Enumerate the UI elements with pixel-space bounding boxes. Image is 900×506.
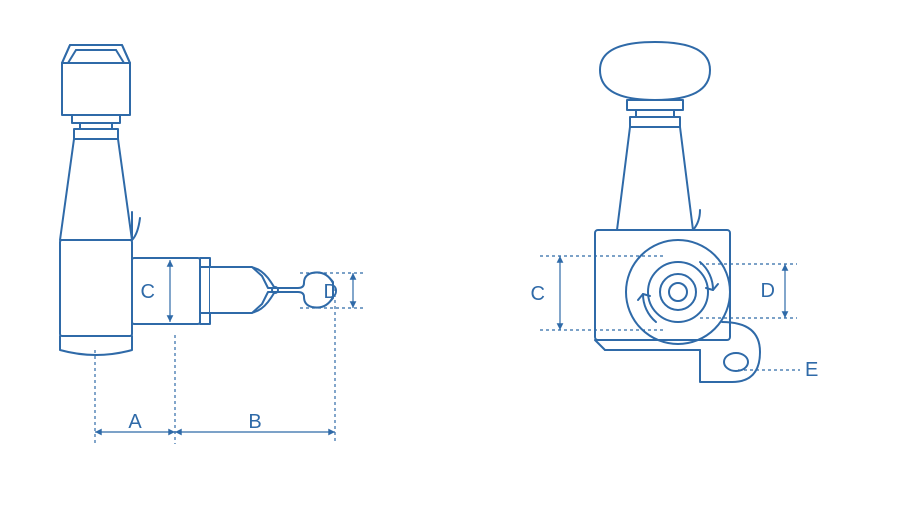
dimension-label-B: B [248,411,261,433]
dimension-label-C2: C [531,283,545,305]
dimension-label-A: A [128,411,142,433]
dimension-label-D2: D [761,280,775,302]
dimension-label-D: D [324,281,338,303]
tuner-side-view [60,45,333,355]
dimension-label-E: E [805,359,818,381]
dimension-label-C: C [141,281,155,303]
tuner-back-view [595,42,760,382]
